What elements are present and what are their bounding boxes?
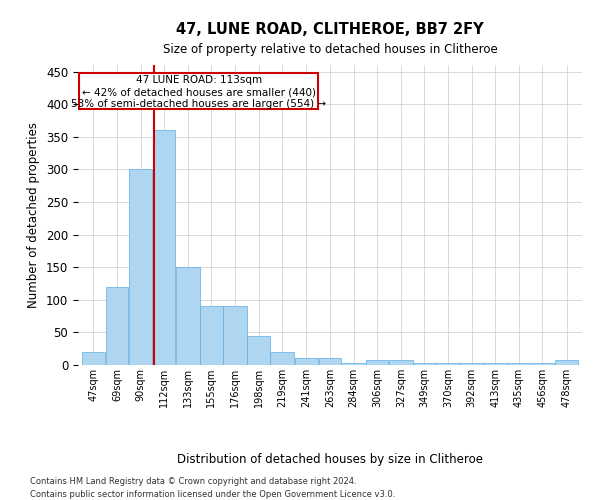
Bar — [153, 130, 175, 365]
Bar — [247, 336, 270, 365]
Text: 47, LUNE ROAD, CLITHEROE, BB7 2FY: 47, LUNE ROAD, CLITHEROE, BB7 2FY — [176, 22, 484, 38]
Text: Contains public sector information licensed under the Open Government Licence v3: Contains public sector information licen… — [30, 490, 395, 499]
Bar — [176, 267, 200, 365]
Bar — [200, 306, 223, 365]
Bar — [82, 352, 105, 365]
Bar — [484, 363, 507, 365]
Text: Size of property relative to detached houses in Clitheroe: Size of property relative to detached ho… — [163, 42, 497, 56]
Text: Distribution of detached houses by size in Clitheroe: Distribution of detached houses by size … — [177, 452, 483, 466]
Bar — [530, 363, 554, 365]
Y-axis label: Number of detached properties: Number of detached properties — [28, 122, 40, 308]
Bar — [295, 358, 318, 365]
Bar — [319, 358, 341, 365]
Bar — [555, 360, 578, 365]
Bar — [271, 352, 294, 365]
Bar — [436, 363, 460, 365]
Text: ← 42% of detached houses are smaller (440): ← 42% of detached houses are smaller (44… — [82, 88, 316, 98]
Bar — [508, 363, 530, 365]
Text: 53% of semi-detached houses are larger (554) →: 53% of semi-detached houses are larger (… — [71, 100, 326, 110]
Bar — [342, 363, 365, 365]
FancyBboxPatch shape — [79, 73, 319, 108]
Text: 47 LUNE ROAD: 113sqm: 47 LUNE ROAD: 113sqm — [136, 76, 262, 86]
Bar — [129, 170, 152, 365]
Bar — [413, 363, 436, 365]
Text: Contains HM Land Registry data © Crown copyright and database right 2024.: Contains HM Land Registry data © Crown c… — [30, 478, 356, 486]
Bar — [460, 363, 483, 365]
Bar — [223, 306, 247, 365]
Bar — [106, 286, 128, 365]
Bar — [366, 360, 388, 365]
Bar — [389, 360, 413, 365]
